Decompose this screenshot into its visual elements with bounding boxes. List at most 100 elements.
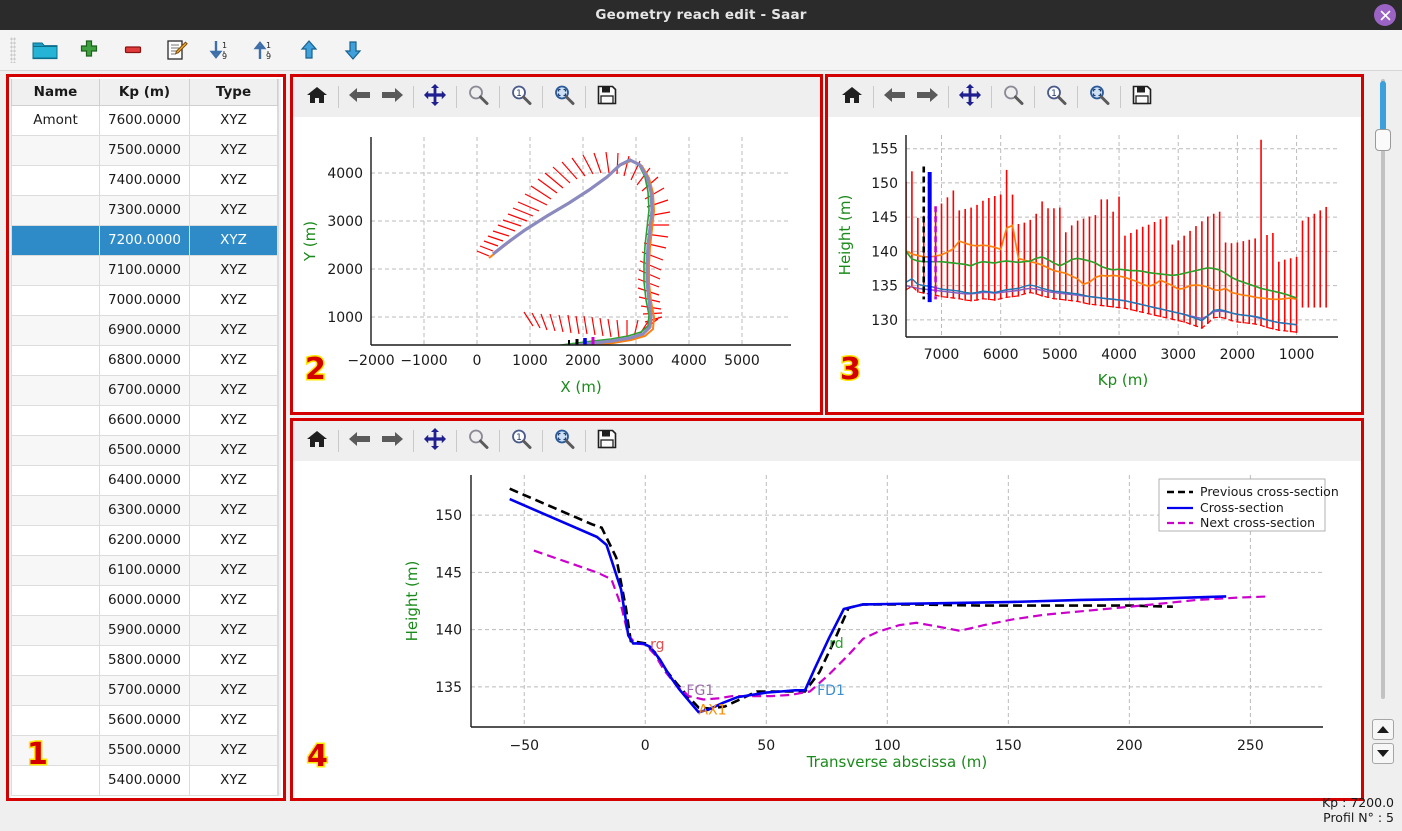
svg-text:1: 1 xyxy=(266,41,271,50)
toolbar-grip[interactable] xyxy=(10,37,16,63)
table-row[interactable]: 6900.0000 XYZ xyxy=(11,314,278,346)
table-row[interactable]: 6000.0000 XYZ xyxy=(11,584,278,616)
panel-badge-3: 3 xyxy=(839,351,863,389)
table-row[interactable]: 6400.0000 XYZ xyxy=(11,464,278,496)
cross-section-canvas[interactable]: rg FG1 AX1 FD1 rd −50 0 50 100 150 200 250 135 140 1… xyxy=(293,461,1361,798)
slider-handle[interactable] xyxy=(1375,129,1391,151)
row-kp: 7200.0000 xyxy=(99,224,190,256)
table-row[interactable]: 6700.0000 XYZ xyxy=(11,374,278,406)
y-tick-label: 135 xyxy=(871,279,898,295)
table-row[interactable]: 6200.0000 XYZ xyxy=(11,524,278,556)
row-name xyxy=(11,434,100,466)
close-icon[interactable] xyxy=(1374,4,1396,26)
cross-y-axis-label: Height (m) xyxy=(403,561,421,642)
zoom-out-button[interactable] xyxy=(997,82,1029,112)
table-row[interactable]: 6100.0000 XYZ xyxy=(11,554,278,586)
home-button[interactable] xyxy=(836,82,868,112)
zoom-reset-button[interactable]: 1 xyxy=(1040,82,1072,112)
svg-text:4000: 4000 xyxy=(327,166,363,182)
table-row[interactable]: 5400.0000 XYZ xyxy=(11,764,278,796)
open-folder-button[interactable] xyxy=(28,34,62,66)
zoom-rect-button[interactable] xyxy=(548,82,580,112)
save-figure-button[interactable] xyxy=(591,82,623,112)
row-type: XYZ xyxy=(189,254,278,286)
table-scrollbar[interactable] xyxy=(278,79,281,796)
table-row[interactable]: 7000.0000 XYZ xyxy=(11,284,278,316)
home-button[interactable] xyxy=(301,426,333,456)
table-row[interactable]: 5900.0000 XYZ xyxy=(11,614,278,646)
row-type: XYZ xyxy=(189,134,278,166)
remove-button[interactable] xyxy=(116,34,150,66)
table-row[interactable]: 6500.0000 XYZ xyxy=(11,434,278,466)
zoom-out-button[interactable] xyxy=(462,426,494,456)
toolbar-separator xyxy=(499,86,500,108)
save-figure-button[interactable] xyxy=(1126,82,1158,112)
cross-section-table[interactable]: Name Kp (m) Type Amont 7600.0000 XYZ 7500.0… xyxy=(11,79,278,796)
edit-note-button[interactable] xyxy=(160,34,194,66)
plan-y-axis-label: Y (m) xyxy=(301,221,319,262)
plan-view-canvas[interactable]: −2000 −1000 0 1000 2000 3000 4000 5000 1000 2… xyxy=(293,117,820,412)
table-row[interactable]: 6600.0000 XYZ xyxy=(11,404,278,436)
table-row[interactable]: 6800.0000 XYZ xyxy=(11,344,278,376)
y-tick-label: 150 xyxy=(871,176,898,192)
sort-up-19-button[interactable]: 1 9 xyxy=(248,34,282,66)
window-title: Geometry reach edit - Saar xyxy=(595,7,807,23)
scroll-up-arrow[interactable] xyxy=(279,79,281,95)
profile-slider[interactable] xyxy=(1375,79,1391,699)
move-up-button[interactable] xyxy=(292,34,326,66)
move-down-button[interactable] xyxy=(336,34,370,66)
row-name xyxy=(11,134,100,166)
row-kp: 6400.0000 xyxy=(99,464,190,496)
forward-button[interactable] xyxy=(376,82,408,112)
column-header-name[interactable]: Name xyxy=(11,79,100,106)
x-tick-label: 200 xyxy=(1116,738,1143,754)
previous-profile-button[interactable] xyxy=(1372,719,1394,740)
scroll-down-arrow[interactable] xyxy=(279,780,281,796)
x-tick-label: 3000 xyxy=(1160,347,1196,363)
table-row[interactable]: 6300.0000 XYZ xyxy=(11,494,278,526)
cross-section-toolbar: 1 xyxy=(293,421,1361,461)
zoom-rect-button[interactable] xyxy=(548,426,580,456)
sort-down-19-button[interactable]: 1 9 xyxy=(204,34,238,66)
back-button[interactable] xyxy=(344,82,376,112)
pan-button[interactable] xyxy=(954,82,986,112)
table-row[interactable]: 5700.0000 XYZ xyxy=(11,674,278,706)
home-button[interactable] xyxy=(301,82,333,112)
magnifier-one-icon: 1 xyxy=(510,428,532,454)
table-row[interactable]: 5600.0000 XYZ xyxy=(11,704,278,736)
row-kp: 6300.0000 xyxy=(99,494,190,526)
y-tick-label: 155 xyxy=(871,142,898,158)
column-header-kp[interactable]: Kp (m) xyxy=(99,79,190,106)
x-tick-label: 150 xyxy=(995,738,1022,754)
svg-text:1: 1 xyxy=(1051,89,1057,99)
table-row[interactable]: 7100.0000 XYZ xyxy=(11,254,278,286)
next-profile-button[interactable] xyxy=(1372,743,1394,764)
zoom-reset-button[interactable]: 1 xyxy=(505,82,537,112)
table-row[interactable]: Amont 7600.0000 XYZ xyxy=(11,104,278,136)
zoom-reset-button[interactable]: 1 xyxy=(505,426,537,456)
pan-button[interactable] xyxy=(419,426,451,456)
row-type: XYZ xyxy=(189,524,278,556)
table-row[interactable]: 7300.0000 XYZ xyxy=(11,194,278,226)
table-row[interactable]: 5500.0000 XYZ xyxy=(11,734,278,766)
panel-badge-2: 2 xyxy=(304,351,328,389)
column-header-type[interactable]: Type xyxy=(189,79,278,106)
toolbar-separator xyxy=(542,430,543,452)
longitudinal-profile-canvas[interactable]: 7000 6000 5000 4000 3000 2000 1000 130 135 140 14… xyxy=(828,117,1361,412)
add-button[interactable] xyxy=(72,34,106,66)
zoom-out-button[interactable] xyxy=(462,82,494,112)
table-row[interactable]: 7500.0000 XYZ xyxy=(11,134,278,166)
forward-button[interactable] xyxy=(376,426,408,456)
table-row[interactable]: 5800.0000 XYZ xyxy=(11,644,278,676)
table-row[interactable]: 7200.0000 XYZ xyxy=(11,224,278,256)
forward-button[interactable] xyxy=(911,82,943,112)
row-name xyxy=(11,344,100,376)
pan-button[interactable] xyxy=(419,82,451,112)
back-button[interactable] xyxy=(879,82,911,112)
back-button[interactable] xyxy=(344,426,376,456)
save-figure-button[interactable] xyxy=(591,426,623,456)
toolbar-separator xyxy=(873,86,874,108)
floppy-save-icon xyxy=(596,84,618,110)
zoom-rect-button[interactable] xyxy=(1083,82,1115,112)
table-row[interactable]: 7400.0000 XYZ xyxy=(11,164,278,196)
